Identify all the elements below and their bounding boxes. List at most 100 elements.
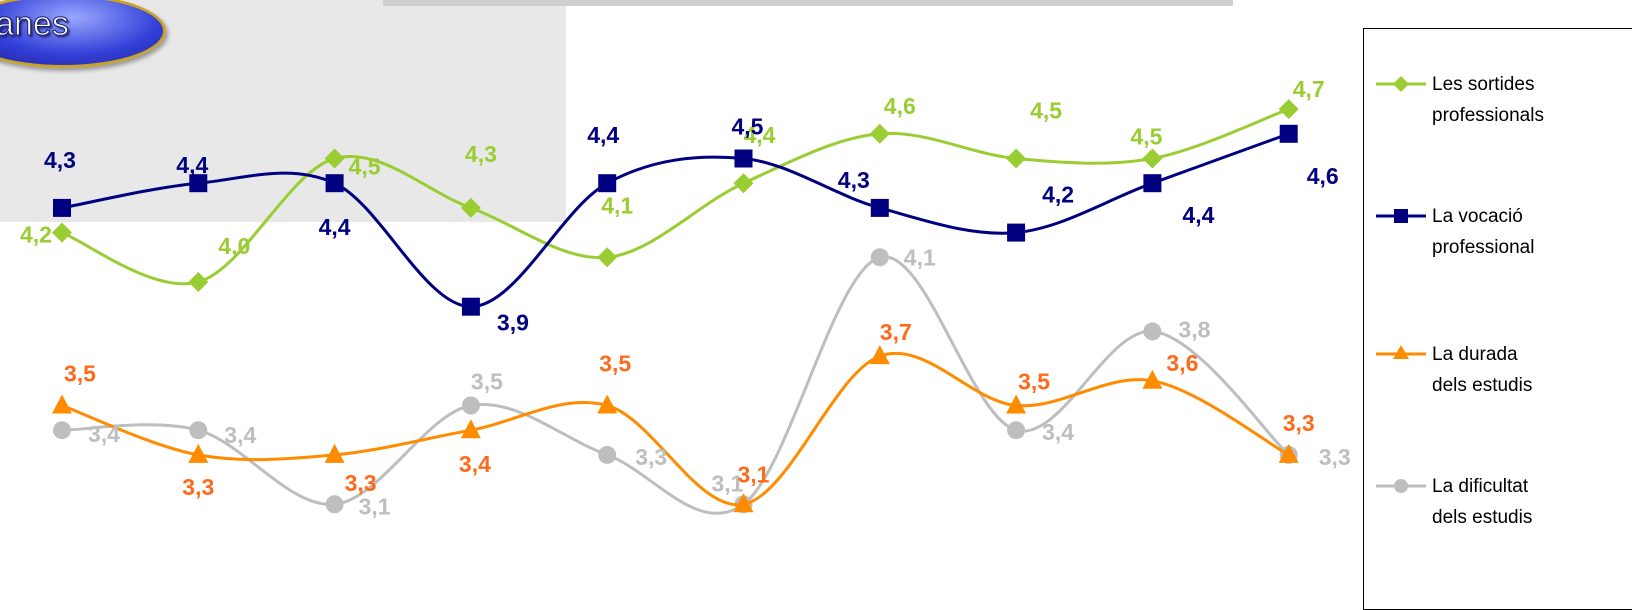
data-point-triangle	[460, 419, 481, 439]
series-3	[52, 345, 1299, 513]
data-label: 3,1	[359, 493, 391, 519]
legend-label-line1: La vocació	[1432, 206, 1523, 227]
data-label: 4,6	[884, 93, 916, 119]
data-point-circle	[598, 445, 617, 464]
data-label: 4,4	[1182, 202, 1214, 228]
data-point-diamond	[1142, 148, 1163, 169]
legend-key-diamond	[1376, 76, 1426, 92]
data-point-diamond	[324, 148, 345, 169]
data-point-triangle	[188, 443, 209, 463]
data-point-triangle	[733, 493, 754, 513]
data-point-triangle	[869, 345, 890, 365]
data-label: 3,4	[224, 422, 256, 448]
data-point-diamond	[188, 272, 209, 292]
data-point-circle	[1007, 421, 1026, 440]
data-label: 4,3	[465, 141, 497, 167]
data-label: 3,5	[64, 361, 96, 387]
legend: Les sortides professionals La vocació pr…	[1363, 28, 1632, 610]
data-label: 3,4	[1042, 419, 1074, 445]
data-label: 3,3	[1283, 410, 1315, 436]
series-4	[53, 248, 1298, 515]
data-label: 4,2	[1042, 182, 1074, 208]
data-label: 4,1	[601, 192, 633, 218]
data-point-triangle	[324, 443, 345, 463]
data-label: 3,1	[738, 461, 770, 487]
data-label: 3,5	[1018, 369, 1050, 395]
data-point-triangle	[597, 394, 618, 414]
legend-key-circle	[1376, 479, 1426, 493]
legend-label-line1: Les sortides	[1432, 74, 1535, 95]
series-line	[61, 132, 1290, 309]
legend-label-line2: dels estudis	[1432, 375, 1533, 396]
data-point-circle	[189, 421, 208, 440]
data-label: 3,3	[182, 474, 214, 500]
legend-label-line2: professional	[1432, 237, 1535, 258]
data-label: 4,1	[904, 244, 936, 270]
data-point-square	[461, 297, 480, 316]
data-label: 4,6	[1307, 163, 1339, 189]
data-label: 3,6	[1166, 350, 1198, 376]
data-label: 3,5	[599, 351, 631, 377]
legend-label-line1: La dificultat	[1432, 476, 1529, 497]
data-label: 3,3	[635, 444, 667, 470]
data-label: 3,1	[712, 470, 744, 496]
data-label-layer: 3,4 3,43,13,53,33,14,13,43,83,33,53,3 3,33…	[20, 76, 1351, 519]
data-label: 4,5	[732, 114, 764, 140]
data-point-diamond	[597, 247, 618, 268]
data-point-triangle	[52, 394, 72, 414]
data-point-circle	[1143, 322, 1162, 341]
series-layer	[52, 99, 1299, 515]
data-point-square	[598, 174, 617, 193]
data-point-triangle	[1006, 394, 1027, 414]
data-label: 4,0	[218, 233, 250, 259]
data-label: 4,4	[319, 214, 351, 240]
legend-label-line2: dels estudis	[1432, 507, 1533, 528]
data-label: 4,3	[838, 167, 870, 193]
data-label: 4,3	[44, 147, 76, 173]
legend-key-triangle	[1376, 345, 1426, 359]
data-label: 4,4	[176, 152, 208, 178]
series-line	[61, 107, 1290, 286]
data-point-square	[1279, 124, 1298, 143]
series-2	[53, 124, 1298, 316]
data-label: 4,5	[349, 154, 381, 180]
data-point-diamond	[869, 123, 890, 144]
data-point-square	[53, 198, 71, 217]
data-label: 3,3	[345, 470, 377, 496]
data-label: 3,3	[1319, 444, 1351, 470]
data-label: 4,5	[1130, 124, 1162, 150]
data-label: 3,5	[471, 369, 503, 395]
data-point-square	[1143, 174, 1162, 193]
top-table-strip	[383, 0, 1233, 6]
series-1	[52, 99, 1299, 292]
data-point-circle	[870, 248, 889, 267]
data-label: 3,8	[1178, 316, 1210, 342]
data-point-square	[1007, 223, 1026, 242]
data-label: 4,2	[20, 222, 52, 248]
data-point-square	[734, 149, 753, 168]
data-label: 3,4	[459, 451, 491, 477]
data-point-circle	[53, 421, 71, 440]
data-label: 3,7	[880, 319, 912, 345]
data-point-diamond	[733, 173, 754, 194]
data-point-diamond	[1006, 148, 1027, 169]
data-point-diamond	[52, 222, 72, 243]
data-label: 4,5	[1030, 98, 1062, 124]
data-label: 4,4	[744, 122, 776, 148]
data-point-square	[189, 174, 208, 193]
data-label: 4,7	[1293, 76, 1325, 102]
data-point-square	[870, 198, 889, 217]
data-point-circle	[325, 495, 344, 514]
data-point-circle	[461, 396, 480, 415]
data-label: 3,9	[497, 310, 529, 336]
data-point-diamond	[460, 197, 481, 218]
data-point-square	[325, 174, 344, 193]
legend-label-line1: La durada	[1432, 344, 1518, 365]
legend-key-square	[1376, 209, 1426, 223]
series-line	[61, 255, 1290, 515]
legend-label-line2: professionals	[1432, 105, 1544, 126]
data-point-triangle	[1278, 443, 1299, 463]
series-line	[61, 351, 1290, 507]
data-label: 3,4	[88, 421, 120, 447]
